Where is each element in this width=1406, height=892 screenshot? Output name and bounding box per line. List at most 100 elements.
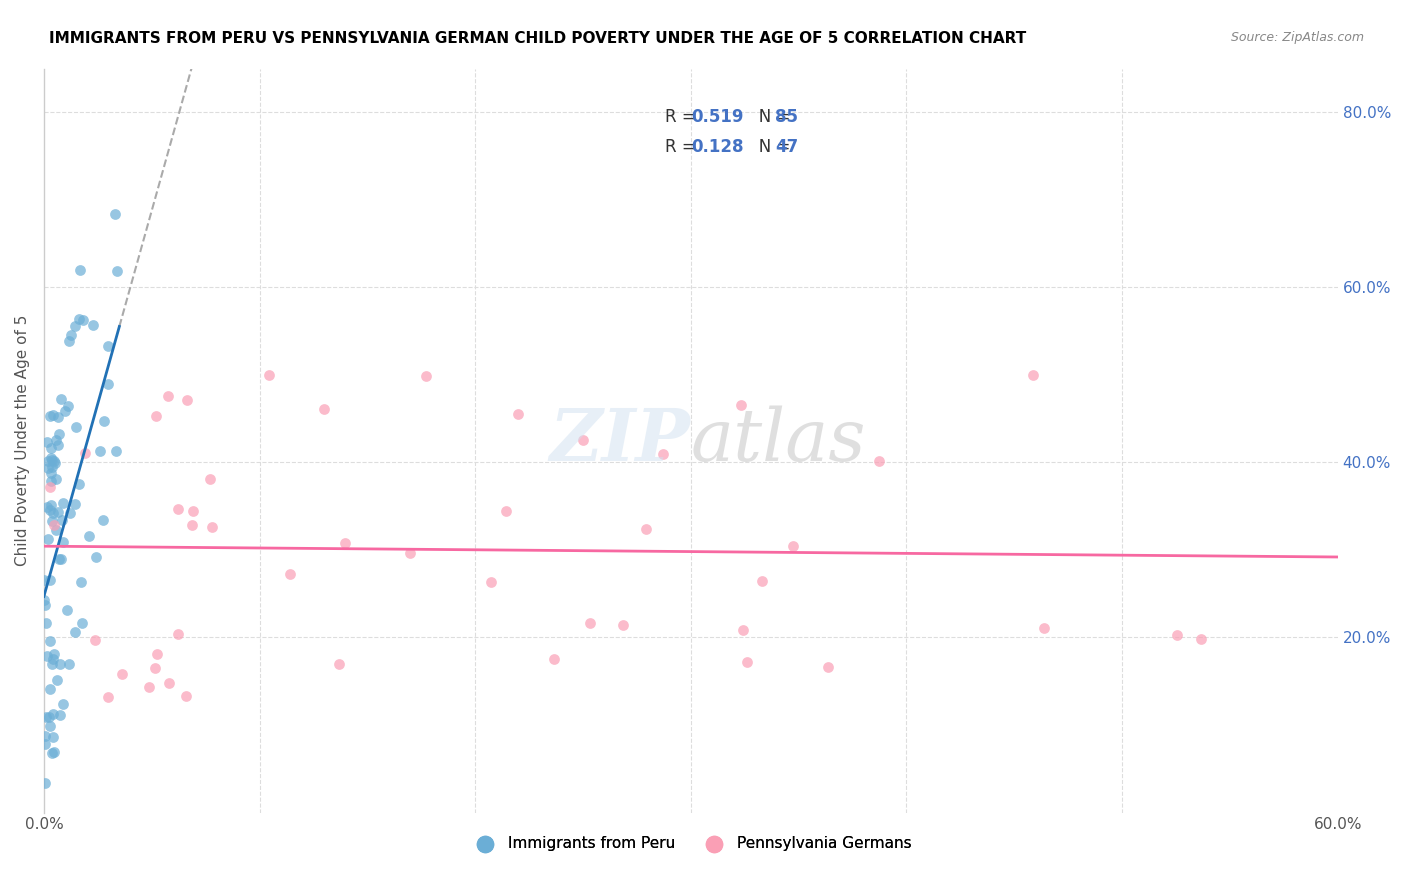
Point bbox=[41, 460, 63, 475]
Point bbox=[39, 480, 62, 494]
Point bbox=[41, 707, 63, 722]
Point bbox=[174, 690, 197, 704]
Point bbox=[1032, 622, 1054, 636]
Text: N =: N = bbox=[742, 137, 796, 155]
Point bbox=[42, 730, 65, 744]
Point bbox=[146, 647, 169, 661]
Point bbox=[572, 433, 595, 447]
Point bbox=[415, 368, 437, 383]
Text: 0.519: 0.519 bbox=[690, 108, 744, 126]
Point bbox=[181, 504, 204, 518]
Point bbox=[200, 472, 222, 486]
Point bbox=[51, 513, 73, 527]
Point bbox=[45, 472, 67, 486]
Text: Source: ZipAtlas.com: Source: ZipAtlas.com bbox=[1230, 31, 1364, 45]
Text: atlas: atlas bbox=[690, 405, 866, 475]
Point bbox=[63, 497, 86, 511]
Point bbox=[399, 547, 422, 561]
Point bbox=[38, 719, 60, 733]
Point bbox=[41, 452, 63, 467]
Point bbox=[111, 667, 134, 681]
Point bbox=[312, 401, 335, 416]
Point bbox=[636, 522, 658, 536]
Point bbox=[79, 528, 101, 542]
Point bbox=[38, 573, 60, 587]
Point bbox=[167, 501, 190, 516]
Point bbox=[39, 634, 62, 648]
Point bbox=[868, 454, 890, 468]
Point bbox=[39, 682, 62, 697]
Point bbox=[145, 409, 167, 423]
Point bbox=[52, 496, 75, 510]
Point bbox=[69, 574, 91, 589]
Point bbox=[201, 520, 224, 534]
Point bbox=[278, 567, 301, 582]
Point bbox=[731, 623, 754, 637]
Point bbox=[543, 652, 565, 666]
Point bbox=[39, 466, 62, 480]
Point bbox=[46, 505, 69, 519]
Point bbox=[84, 549, 107, 564]
Point bbox=[652, 447, 675, 461]
Legend: Immigrants from Peru, Pennsylvania Germans: Immigrants from Peru, Pennsylvania Germa… bbox=[464, 830, 918, 857]
Point bbox=[782, 539, 804, 553]
Point bbox=[579, 616, 602, 631]
Point bbox=[58, 657, 80, 671]
Point bbox=[176, 393, 198, 408]
Point bbox=[49, 657, 72, 671]
Point bbox=[56, 399, 79, 413]
Point bbox=[65, 419, 87, 434]
Point bbox=[39, 441, 62, 455]
Point bbox=[508, 408, 530, 422]
Point bbox=[1189, 632, 1212, 647]
Point bbox=[45, 673, 67, 687]
Point bbox=[35, 710, 58, 724]
Point bbox=[751, 574, 773, 588]
Point bbox=[34, 737, 56, 751]
Point bbox=[39, 450, 62, 465]
Point bbox=[41, 657, 63, 672]
Point bbox=[63, 625, 86, 640]
Point bbox=[53, 404, 76, 418]
Point bbox=[817, 659, 839, 673]
Point bbox=[35, 649, 58, 664]
Point bbox=[45, 524, 67, 538]
Point bbox=[166, 627, 188, 641]
Point bbox=[38, 710, 60, 724]
Point bbox=[91, 513, 114, 527]
Point bbox=[97, 690, 120, 705]
Point bbox=[42, 454, 65, 468]
Point bbox=[1166, 628, 1188, 642]
Point bbox=[157, 676, 180, 690]
Point bbox=[48, 426, 70, 441]
Point bbox=[105, 264, 128, 278]
Point bbox=[48, 552, 70, 566]
Point bbox=[56, 603, 79, 617]
Point bbox=[32, 592, 55, 607]
Point bbox=[46, 410, 69, 425]
Point bbox=[479, 574, 502, 589]
Point bbox=[42, 518, 65, 533]
Point bbox=[42, 408, 65, 422]
Point bbox=[104, 207, 127, 221]
Point bbox=[333, 535, 356, 549]
Point bbox=[39, 498, 62, 512]
Point bbox=[67, 311, 90, 326]
Point bbox=[41, 514, 63, 528]
Point bbox=[42, 647, 65, 661]
Point bbox=[37, 460, 59, 475]
Text: 47: 47 bbox=[775, 137, 799, 155]
Point bbox=[46, 438, 69, 452]
Point bbox=[60, 327, 83, 342]
Point bbox=[34, 729, 56, 743]
Point bbox=[35, 616, 58, 631]
Point bbox=[52, 534, 75, 549]
Point bbox=[257, 368, 280, 382]
Point bbox=[52, 697, 75, 711]
Point bbox=[49, 707, 72, 722]
Point bbox=[38, 409, 60, 423]
Point bbox=[51, 551, 73, 566]
Point bbox=[41, 747, 63, 761]
Text: N =: N = bbox=[742, 108, 796, 126]
Point bbox=[34, 599, 56, 613]
